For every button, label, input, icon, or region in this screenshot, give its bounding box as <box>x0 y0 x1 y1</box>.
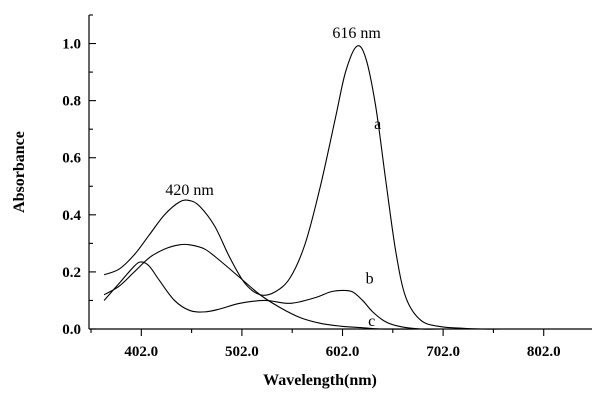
y-axis-label: Absorbance <box>11 131 28 213</box>
y-tick-label: 0.4 <box>62 208 81 224</box>
x-axis-label: Wavelength(nm) <box>263 372 377 389</box>
series-line-b <box>103 261 542 330</box>
y-tick-label: 1.0 <box>62 37 81 53</box>
annotation-label: 616 nm <box>332 25 381 42</box>
axes: 0.0 0.2 0.4 0.6 0.8 1.0 402.0 502.0 602.0 702.0 80… <box>62 14 592 360</box>
annotation-label: c <box>368 313 375 330</box>
x-tick-label: 702.0 <box>426 344 460 360</box>
x-tick-label: 402.0 <box>124 344 158 360</box>
y-tick-label: 0.0 <box>62 322 81 338</box>
y-tick-label: 0.2 <box>62 265 81 281</box>
curves <box>103 45 542 330</box>
x-tick-label: 602.0 <box>326 344 360 360</box>
annotation-label: a <box>374 116 381 133</box>
series-line-c <box>103 243 542 330</box>
annotation-label: 420 nm <box>165 182 214 199</box>
labels: 616 nm 420 nm a b c <box>165 25 381 330</box>
series-line-a <box>103 45 542 330</box>
y-tick-label: 0.6 <box>62 151 81 167</box>
x-tick-label: 802.0 <box>527 344 561 360</box>
y-tick-label: 0.8 <box>62 94 81 110</box>
x-tick-label: 502.0 <box>225 344 259 360</box>
annotation-label: b <box>366 270 374 287</box>
